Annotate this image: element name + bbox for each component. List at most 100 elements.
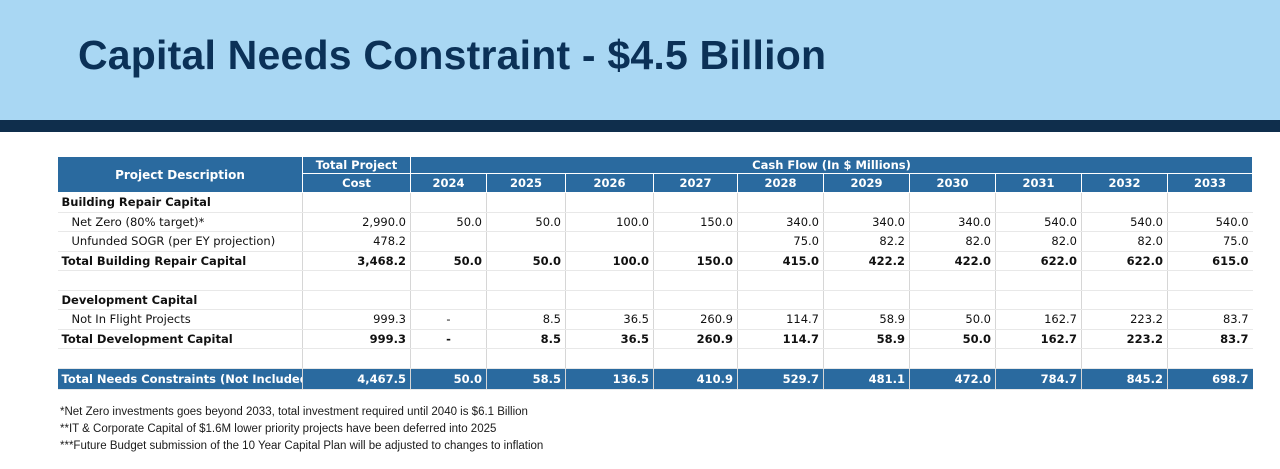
cash-flow-cell: 540.0 [1166, 212, 1253, 232]
row-description: Development Capital [57, 290, 303, 310]
cash-flow-cell [410, 231, 487, 252]
cash-flow-cell [737, 270, 824, 291]
header-year: 2029 [823, 173, 910, 193]
cash-flow-cell [653, 192, 738, 213]
cash-flow-cell: 615.0 [1166, 251, 1253, 271]
cash-flow-cell: 540.0 [1081, 212, 1168, 232]
cash-flow-cell: 260.9 [653, 329, 738, 349]
cash-flow-cell [823, 270, 910, 291]
cash-flow-cell [823, 348, 910, 369]
cash-flow-cell [1081, 192, 1168, 213]
cash-flow-cell [486, 192, 566, 213]
header-cash-flow: Cash Flow (In $ Millions) [409, 156, 1254, 174]
row-total-project-cost: 478.2 [302, 231, 411, 252]
cash-flow-cell: 150.0 [653, 251, 738, 271]
cash-flow-cell: 82.2 [823, 231, 910, 252]
header-year: 2031 [995, 173, 1082, 193]
cash-flow-cell [995, 348, 1082, 369]
cash-flow-cell: 114.7 [737, 329, 824, 349]
cash-flow-cell [410, 348, 487, 369]
cash-flow-cell: 845.2 [1081, 368, 1168, 390]
cash-flow-cell: 50.0 [410, 368, 487, 390]
cash-flow-cell [737, 192, 824, 213]
row-description: Net Zero (80% target)* [57, 212, 303, 232]
cash-flow-cell [565, 290, 654, 310]
cash-flow-cell [565, 348, 654, 369]
cash-flow-cell [909, 192, 996, 213]
cash-flow-cell: 100.0 [565, 212, 654, 232]
cash-flow-cell [653, 270, 738, 291]
header-year: 2026 [565, 173, 654, 193]
cash-flow-cell: 58.9 [823, 329, 910, 349]
cash-flow-cell: 481.1 [823, 368, 910, 390]
footnote-net-zero: *Net Zero investments goes beyond 2033, … [60, 406, 528, 418]
cash-flow-cell [486, 348, 566, 369]
row-description [57, 348, 303, 369]
header-year: 2024 [410, 173, 487, 193]
row-description: Total Development Capital [57, 329, 303, 349]
cash-flow-cell [486, 270, 566, 291]
cash-flow-cell [565, 270, 654, 291]
row-total-project-cost: 4,467.5 [302, 368, 411, 390]
spacer-row [57, 348, 1253, 369]
subtotal-row: Total Building Repair Capital 3,468.2 50.0… [57, 251, 1253, 271]
subtotal-row: Total Development Capital 999.3-8.5 36.5 26… [57, 329, 1253, 349]
grand-total-row: Total Needs Constraints (Not Included) 4,… [57, 368, 1253, 390]
cash-flow-cell [1166, 290, 1253, 310]
cash-flow-cell: 8.5 [486, 329, 566, 349]
cash-flow-cell [410, 290, 487, 310]
section-header-row: Development Capital [57, 290, 1253, 310]
cash-flow-cell: 114.7 [737, 309, 824, 330]
cash-flow-cell: 50.0 [909, 329, 996, 349]
cash-flow-cell: 698.7 [1166, 368, 1253, 390]
table-row: Unfunded SOGR (per EY projection) 478.2 75… [57, 231, 1253, 252]
cash-flow-cell: - [410, 329, 487, 349]
cash-flow-cell: 422.2 [823, 251, 910, 271]
cash-flow-cell: 36.5 [565, 309, 654, 330]
cash-flow-cell [565, 192, 654, 213]
cash-flow-cell [653, 348, 738, 369]
cash-flow-cell: 50.0 [486, 251, 566, 271]
cash-flow-cell [1081, 270, 1168, 291]
cash-flow-cell [1081, 290, 1168, 310]
cash-flow-cell [410, 192, 487, 213]
row-description: Total Building Repair Capital [57, 251, 303, 271]
cash-flow-cell [486, 231, 566, 252]
cash-flow-cell [995, 270, 1082, 291]
cash-flow-cell [1166, 348, 1253, 369]
cash-flow-cell: 8.5 [486, 309, 566, 330]
cash-flow-cell: 50.0 [410, 251, 487, 271]
cash-flow-cell: 223.2 [1081, 329, 1168, 349]
row-total-project-cost [302, 290, 411, 310]
cash-flow-cell [1166, 270, 1253, 291]
cash-flow-cell: 472.0 [909, 368, 996, 390]
cash-flow-cell: 415.0 [737, 251, 824, 271]
cash-flow-cell: 162.7 [995, 309, 1082, 330]
row-description: Unfunded SOGR (per EY projection) [57, 231, 303, 252]
slide-title: Capital Needs Constraint - $4.5 Billion [78, 32, 827, 78]
cash-flow-cell: 223.2 [1081, 309, 1168, 330]
section-header-row: Building Repair Capital [57, 192, 1253, 213]
cash-flow-cell [1081, 348, 1168, 369]
cash-flow-cell: 36.5 [565, 329, 654, 349]
cash-flow-cell: 83.7 [1166, 309, 1253, 330]
header-total-cost-line2: Cost [302, 173, 411, 193]
header-row-top: Project Description Total Project Cash F… [57, 156, 1254, 193]
cash-flow-cell [653, 290, 738, 310]
cash-flow-cell: 340.0 [737, 212, 824, 232]
cash-flow-cell: 340.0 [909, 212, 996, 232]
cash-flow-cell: 82.0 [909, 231, 996, 252]
cash-flow-cell [737, 290, 824, 310]
cash-flow-cell: 260.9 [653, 309, 738, 330]
spacer-row [57, 270, 1253, 291]
footnotes: *Net Zero investments goes beyond 2033, … [60, 404, 543, 455]
cash-flow-cell: 50.0 [486, 212, 566, 232]
title-divider [0, 120, 1280, 132]
cash-flow-cell [909, 270, 996, 291]
cash-flow-cell: 340.0 [823, 212, 910, 232]
header-total-cost-line1: Total Project [302, 156, 411, 174]
row-total-project-cost: 999.3 [302, 329, 411, 349]
header-year: 2033 [1166, 173, 1254, 193]
cash-flow-cell: 50.0 [909, 309, 996, 330]
cash-flow-cell: 50.0 [410, 212, 487, 232]
